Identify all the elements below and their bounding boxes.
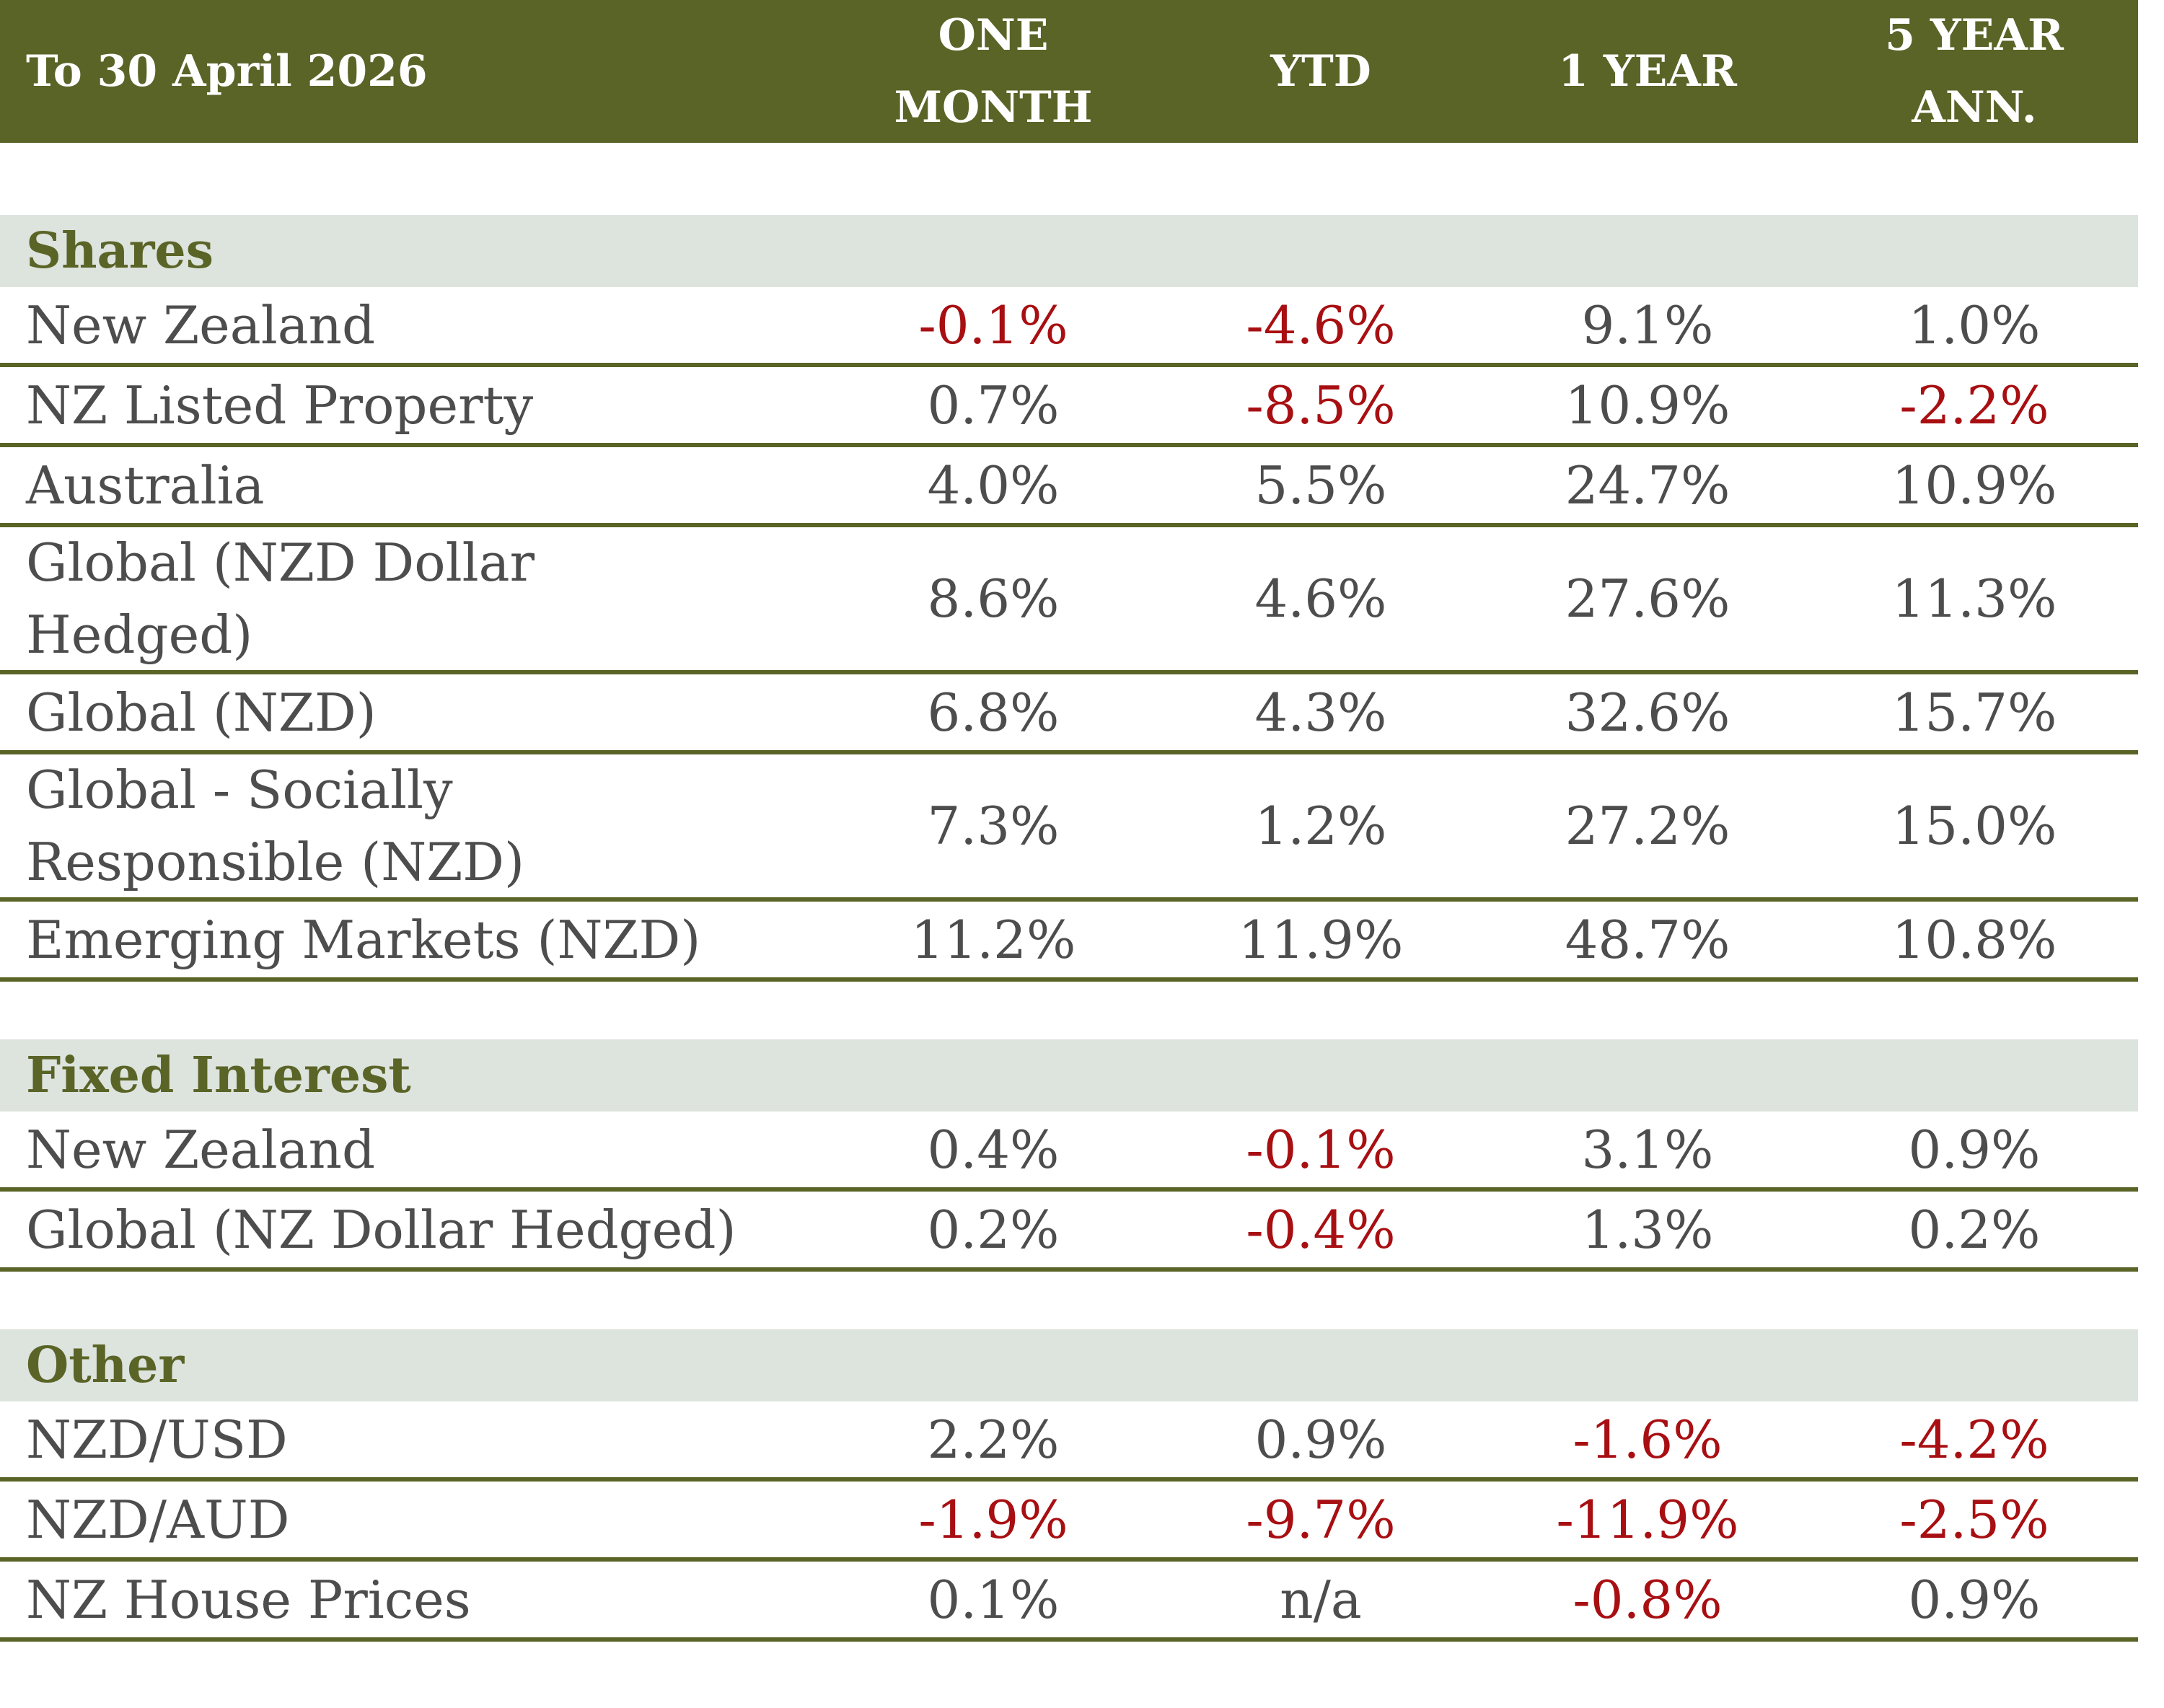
table-row: New Zealand 0.4% -0.1% 3.1% 0.9% [0, 1111, 2138, 1192]
header-one-month: ONE MONTH [894, 10, 1093, 133]
cell-value: 0.2% [927, 1199, 1060, 1260]
cell-value: 2.2% [927, 1409, 1060, 1470]
cell-value: -2.5% [1899, 1489, 2049, 1550]
cell-value: 1.2% [1254, 796, 1387, 856]
table-row: New Zealand -0.1% -4.6% 9.1% 1.0% [0, 287, 2138, 367]
cell-value: 0.2% [1908, 1199, 2041, 1260]
cell-value: 15.0% [1891, 796, 2057, 856]
cell-value: 11.9% [1238, 909, 1404, 970]
cell-value: 0.4% [927, 1119, 1060, 1180]
cell-value: 3.1% [1581, 1119, 1714, 1180]
section-spacer [0, 143, 2138, 215]
row-label: Australia [26, 454, 265, 516]
cell-value: 1.0% [1908, 294, 2041, 356]
cell-value: -4.6% [1246, 294, 1396, 356]
cell-value: -0.1% [1246, 1119, 1396, 1180]
cell-value: -1.6% [1573, 1409, 1723, 1470]
cell-value: -11.9% [1556, 1489, 1739, 1550]
table-row: Emerging Markets (NZD) 11.2% 11.9% 48.7% 10.… [0, 902, 2138, 982]
cell-value: 0.9% [1254, 1409, 1387, 1470]
table-row: Global (NZD Dollar Hedged) 8.6% 4.6% 27.6% 11… [0, 527, 2138, 674]
returns-table: To 30 April 2026 ONE MONTH YTD 1 YEAR 5 Y… [0, 0, 2138, 1642]
table-row: Global (NZD) 6.8% 4.3% 32.6% 15.7% [0, 674, 2138, 754]
cell-value: -1.9% [918, 1489, 1068, 1550]
row-label: Global - Socially Responsible (NZD) [26, 760, 525, 892]
cell-value: 27.6% [1565, 568, 1730, 629]
section-heading-shares: Shares [0, 215, 2138, 287]
table-row: NZD/USD 2.2% 0.9% -1.6% -4.2% [0, 1401, 2138, 1482]
table-row: Australia 4.0% 5.5% 24.7% 10.9% [0, 447, 2138, 527]
table-row: Global (NZ Dollar Hedged) 0.2% -0.4% 1.3% 0.… [0, 1192, 2138, 1272]
header-1-year: 1 YEAR [1558, 46, 1737, 97]
cell-value: -0.1% [918, 294, 1068, 356]
row-label: NZ House Prices [26, 1569, 471, 1630]
row-label: Global (NZD) [26, 682, 377, 743]
cell-value: 10.9% [1891, 454, 2057, 516]
header-ytd: YTD [1270, 46, 1371, 97]
table-row: NZ House Prices 0.1% n/a -0.8% 0.9% [0, 1562, 2138, 1642]
cell-value: 11.3% [1891, 568, 2057, 629]
cell-value: 24.7% [1565, 454, 1730, 516]
cell-value: 27.2% [1565, 796, 1730, 856]
cell-value: -2.2% [1899, 374, 2049, 436]
header-5-year-ann: 5 YEAR ANN. [1885, 10, 2064, 133]
cell-value: 4.6% [1254, 568, 1387, 629]
cell-value: 5.5% [1254, 454, 1387, 516]
cell-value: 0.1% [927, 1569, 1060, 1630]
section-heading-fixed-interest: Fixed Interest [0, 1039, 2138, 1111]
cell-value: -8.5% [1246, 374, 1396, 436]
cell-value: 48.7% [1565, 909, 1730, 970]
cell-value: 32.6% [1565, 682, 1730, 743]
table-header: To 30 April 2026 ONE MONTH YTD 1 YEAR 5 Y… [0, 0, 2138, 143]
table-row: Global - Socially Responsible (NZD) 7.3% 1.… [0, 754, 2138, 902]
cell-value: 0.7% [927, 374, 1060, 436]
row-label: Global (NZD Dollar Hedged) [26, 532, 535, 665]
cell-value: -4.2% [1899, 1409, 2049, 1470]
section-heading-other: Other [0, 1329, 2138, 1401]
section-spacer [0, 982, 2138, 1039]
cell-value: 4.3% [1254, 682, 1387, 743]
cell-value: 11.2% [910, 909, 1076, 970]
cell-value: 1.3% [1581, 1199, 1714, 1260]
cell-value: 8.6% [927, 568, 1060, 629]
cell-value: 15.7% [1891, 682, 2057, 743]
row-label: NZ Listed Property [26, 374, 534, 436]
cell-value: n/a [1280, 1569, 1362, 1630]
cell-value: 9.1% [1581, 294, 1714, 356]
cell-value: 6.8% [927, 682, 1060, 743]
row-label: New Zealand [26, 294, 376, 356]
row-label: NZD/AUD [26, 1489, 290, 1550]
row-label: NZD/USD [26, 1409, 288, 1470]
row-label: Global (NZ Dollar Hedged) [26, 1199, 736, 1260]
cell-value: 0.9% [1908, 1569, 2041, 1630]
row-label: Emerging Markets (NZD) [26, 909, 701, 970]
header-period: To 30 April 2026 [26, 46, 428, 97]
cell-value: 0.9% [1908, 1119, 2041, 1180]
cell-value: 7.3% [927, 796, 1060, 856]
cell-value: -0.8% [1573, 1569, 1723, 1630]
section-spacer [0, 1272, 2138, 1329]
table-row: NZ Listed Property 0.7% -8.5% 10.9% -2.2% [0, 367, 2138, 447]
cell-value: -0.4% [1246, 1199, 1396, 1260]
cell-value: -9.7% [1246, 1489, 1396, 1550]
cell-value: 10.9% [1565, 374, 1730, 436]
cell-value: 10.8% [1891, 909, 2057, 970]
row-label: New Zealand [26, 1119, 376, 1180]
table-row: NZD/AUD -1.9% -9.7% -11.9% -2.5% [0, 1482, 2138, 1562]
cell-value: 4.0% [927, 454, 1060, 516]
table-body: Shares New Zealand -0.1% -4.6% 9.1% 1.0% NZ Li… [0, 143, 2138, 1642]
